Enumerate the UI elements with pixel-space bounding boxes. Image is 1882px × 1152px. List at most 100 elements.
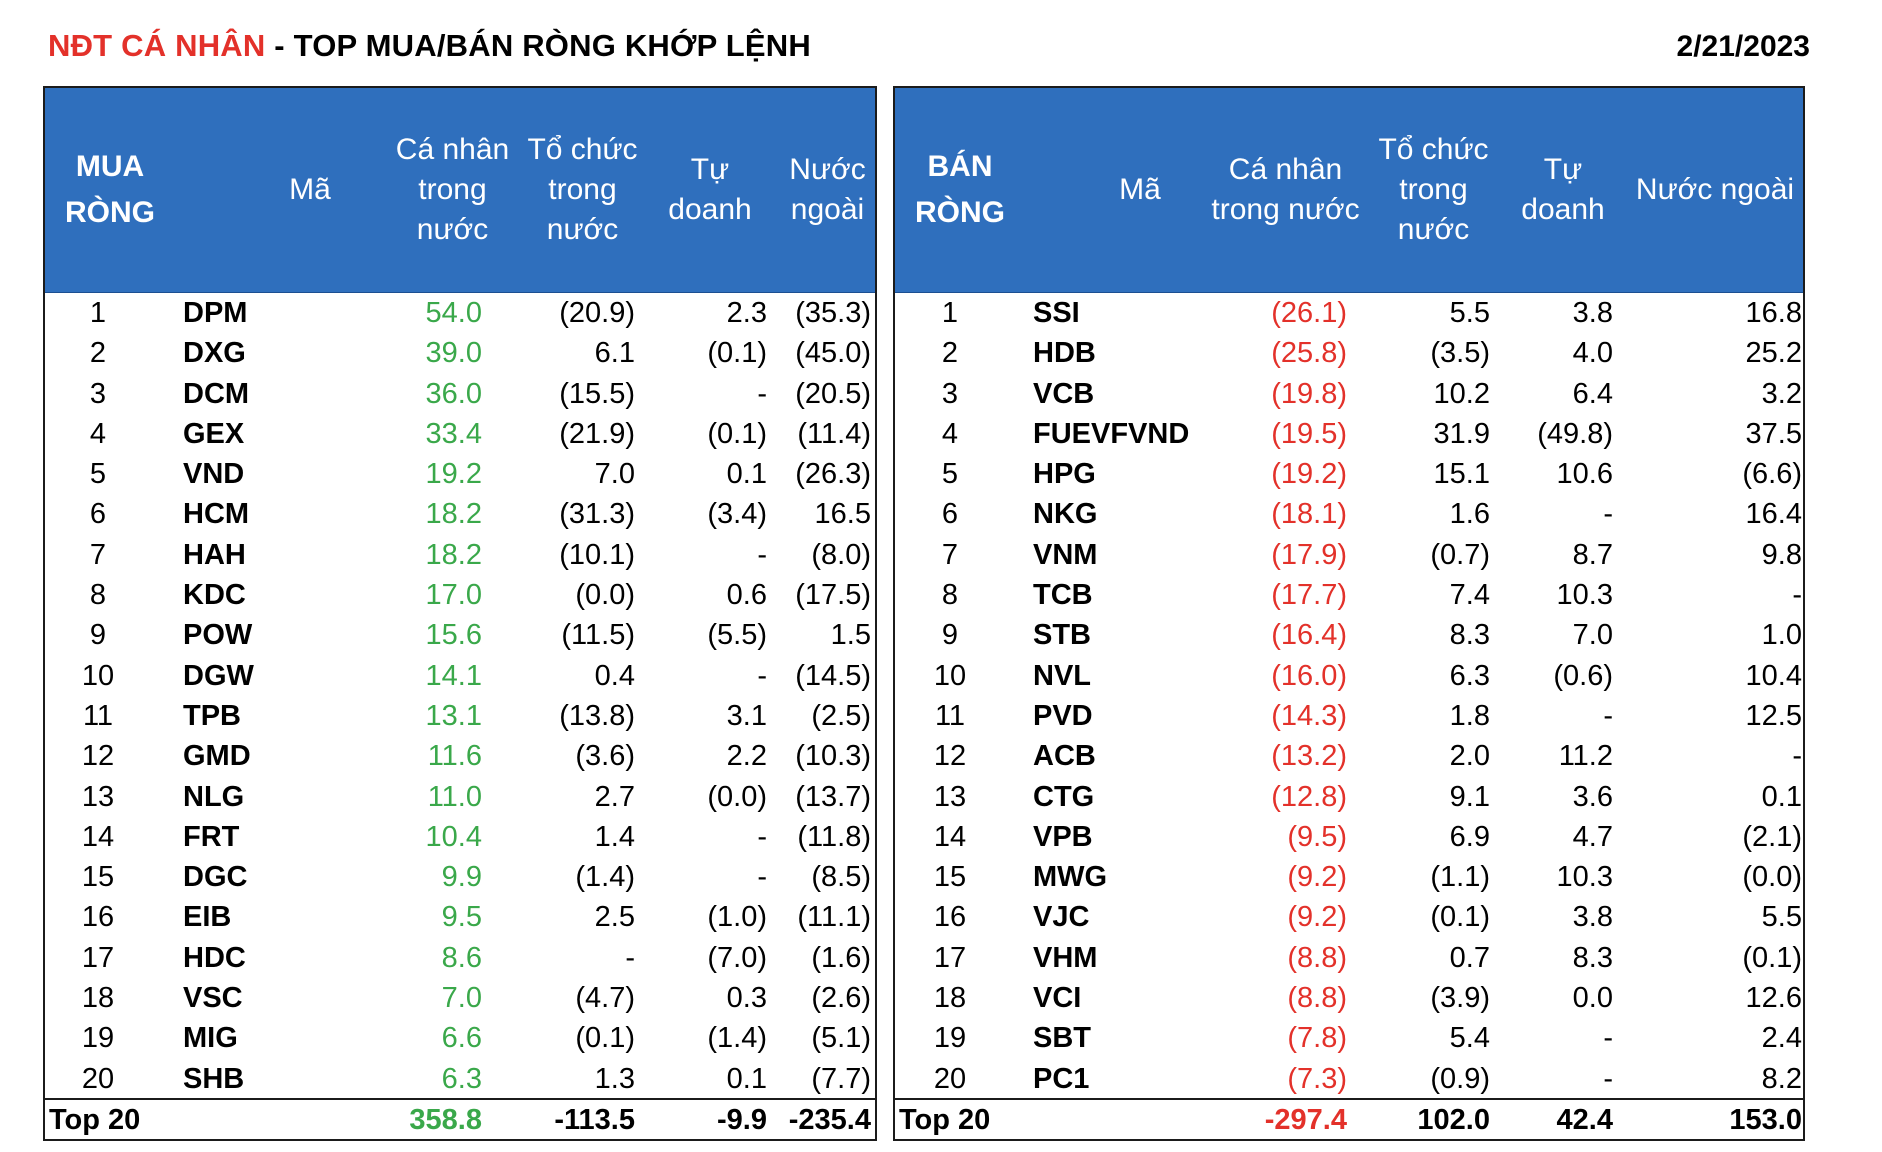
rank-cell: 11 — [82, 699, 114, 732]
ticker-cell: DGW — [183, 659, 254, 692]
individual-value: (9.2) — [1287, 901, 1347, 934]
individual-value: (19.2) — [1271, 458, 1347, 491]
proprietary-value: - — [1603, 699, 1613, 732]
total-individual: -297.4 — [1264, 1104, 1347, 1136]
title-text: - TOP MUA/BÁN RÒNG KHỚP LỆNH — [265, 28, 811, 63]
ticker-cell: VND — [183, 458, 245, 491]
header-line: Nước ngoài — [1635, 173, 1795, 206]
code-header-text: Mã — [1119, 173, 1161, 206]
table-row: 16 EIB 9.5 2.5 (1.0) (11.1) — [45, 896, 875, 936]
ticker-cell: FRT — [183, 820, 240, 853]
rank-cell: 20 — [933, 1062, 967, 1095]
proprietary-value: (3.4) — [707, 498, 767, 531]
proprietary-value: (0.1) — [707, 337, 767, 370]
institution-value: 7.4 — [1449, 579, 1490, 612]
proprietary-value: - — [757, 377, 767, 410]
individual-value: (7.3) — [1287, 1062, 1347, 1095]
institution-value: (15.5) — [559, 377, 635, 410]
foreign-value: (26.3) — [795, 458, 871, 491]
individual-value: 8.6 — [441, 941, 482, 974]
institution-value: 9.1 — [1449, 780, 1490, 813]
rank-cell: 12 — [933, 740, 967, 773]
individual-value: (9.2) — [1287, 861, 1347, 894]
institution-value: 8.3 — [1449, 619, 1490, 652]
institution-value: 1.3 — [594, 1062, 635, 1095]
foreign-value: - — [1792, 579, 1802, 612]
header-line: Tự doanh — [1521, 153, 1605, 226]
total-proprietary: -9.9 — [717, 1104, 767, 1136]
individual-value: 11.0 — [427, 780, 482, 813]
institution-value: 1.4 — [594, 820, 635, 853]
foreign-value: (35.3) — [795, 297, 871, 329]
individual-value: (17.9) — [1271, 538, 1347, 571]
table-row: 18 VCI (8.8) (3.9) 0.0 12.6 — [895, 977, 1803, 1017]
institution-value: (0.9) — [1430, 1062, 1490, 1095]
foreign-value: (14.5) — [795, 659, 871, 692]
net-sell-group-header: BÁN RÒNG — [895, 88, 1025, 292]
table-row: 19 SBT (7.8) 5.4 - 2.4 — [895, 1017, 1803, 1057]
individual-value: 36.0 — [425, 377, 482, 410]
individual-value: (16.4) — [1271, 619, 1347, 652]
individual-value: 9.9 — [441, 861, 482, 894]
ticker-cell: MIG — [183, 1022, 238, 1055]
individual-value: (9.5) — [1287, 820, 1347, 853]
table-row: 16 VJC (9.2) (0.1) 3.8 5.5 — [895, 896, 1803, 936]
proprietary-value: (1.4) — [707, 1022, 767, 1055]
individual-value: 18.2 — [425, 538, 482, 571]
table-row: 17 HDC 8.6 - (7.0) (1.6) — [45, 937, 875, 977]
foreign-value: (5.1) — [811, 1022, 871, 1055]
proprietary-value: (49.8) — [1537, 417, 1613, 450]
institution-value: 31.9 — [1433, 417, 1490, 450]
ticker-cell: VNM — [1033, 538, 1098, 571]
ticker-cell: DXG — [183, 337, 246, 370]
header-line: Tự — [690, 153, 730, 186]
ticker-cell: DCM — [183, 377, 250, 410]
header-line: Tổ chức — [527, 133, 638, 166]
foreign-value: 3.2 — [1761, 377, 1802, 410]
ticker-cell: HPG — [1033, 458, 1096, 491]
rank-cell: 5 — [89, 458, 107, 491]
rank-cell: 4 — [941, 417, 959, 450]
ticker-cell: KDC — [183, 579, 246, 612]
ticker-cell: HAH — [183, 538, 246, 571]
institution-value: (21.9) — [559, 417, 635, 450]
table-row: 2 HDB (25.8) (3.5) 4.0 25.2 — [895, 332, 1803, 372]
code-column-header: Mã — [1075, 88, 1205, 292]
foreign-value: (0.1) — [1742, 941, 1802, 974]
individual-value: (7.8) — [1287, 1022, 1347, 1055]
individual-value: 6.6 — [441, 1022, 482, 1055]
foreign-value: (11.1) — [797, 901, 871, 934]
foreign-column-header: Nước ngoài — [1630, 88, 1800, 292]
institution-value: (11.5) — [561, 619, 635, 652]
foreign-value: 5.5 — [1761, 901, 1802, 934]
rank-cell: 15 — [933, 861, 967, 894]
proprietary-column-header: Tự doanh — [1498, 88, 1628, 292]
proprietary-value: 0.1 — [726, 458, 767, 491]
institution-value: (0.1) — [575, 1022, 635, 1055]
rank-cell: 19 — [933, 1022, 967, 1055]
proprietary-value: - — [757, 861, 767, 894]
institution-value: (0.7) — [1430, 538, 1490, 571]
table-row: 3 VCB (19.8) 10.2 6.4 3.2 — [895, 373, 1803, 413]
institution-value: 5.4 — [1449, 1022, 1490, 1055]
table-row: 18 VSC 7.0 (4.7) 0.3 (2.6) — [45, 977, 875, 1017]
table-row: 9 POW 15.6 (11.5) (5.5) 1.5 — [45, 614, 875, 654]
total-foreign: 153.0 — [1729, 1104, 1802, 1136]
table-row: 13 CTG (12.8) 9.1 3.6 0.1 — [895, 776, 1803, 816]
individual-column-header: Cá nhân trong nước — [1203, 88, 1368, 292]
rank-cell: 2 — [941, 337, 959, 370]
group-header-line: BÁN — [927, 150, 993, 183]
foreign-value: (8.5) — [811, 861, 871, 894]
individual-value: 10.4 — [425, 820, 482, 853]
rank-cell: 14 — [81, 820, 115, 853]
institution-value: 7.0 — [594, 458, 635, 491]
ticker-cell: ACB — [1033, 740, 1096, 773]
rank-cell: 17 — [933, 941, 967, 974]
rank-cell: 13 — [81, 780, 115, 813]
net-sell-rows: 1 SSI (26.1) 5.5 3.8 16.8 2 HDB (25.8) (3.5) 4.0 25… — [895, 292, 1803, 1098]
individual-value: 33.4 — [425, 417, 482, 450]
institution-value: 2.5 — [594, 901, 635, 934]
rank-cell: 7 — [89, 538, 107, 571]
individual-value: (8.8) — [1287, 941, 1347, 974]
rank-cell: 5 — [941, 458, 959, 491]
